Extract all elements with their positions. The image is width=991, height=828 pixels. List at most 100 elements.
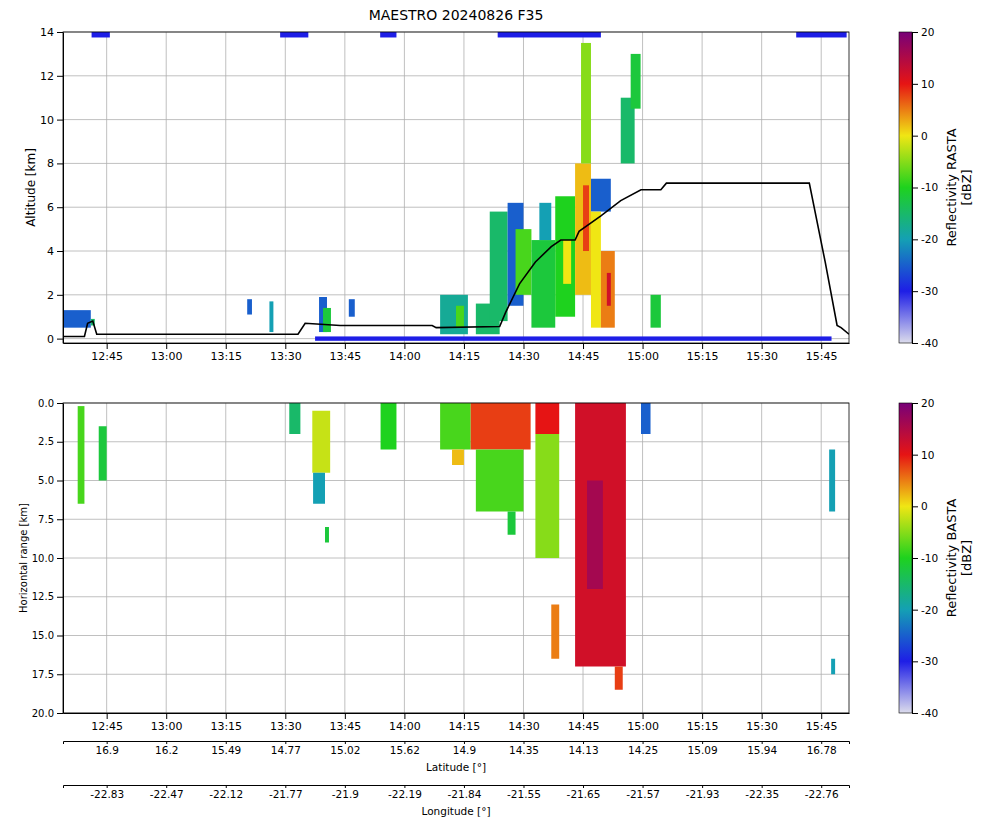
tick-label: 10.0	[32, 553, 54, 564]
tick: 20	[912, 397, 934, 409]
tick: 20.0	[32, 708, 63, 719]
tick-label: 12:45	[91, 720, 123, 733]
tick-mark	[57, 674, 63, 675]
axis: 12:4513:0013:1513:3013:4514:0014:1514:30…	[64, 343, 850, 363]
cell	[535, 434, 559, 558]
figure: MAESTRO 20240826 F3512:4513:0013:1513:30…	[0, 0, 991, 828]
tick-mark	[57, 713, 63, 714]
tick-label: 14.35	[509, 744, 539, 756]
grid-line	[63, 674, 849, 675]
tick: 13:00	[151, 343, 183, 363]
grid-line	[761, 32, 762, 343]
cell	[516, 229, 532, 295]
colorbar-title: Reflectivity RASTA[dBZ]	[944, 128, 974, 246]
plot-frame	[63, 403, 849, 713]
tick: 2	[47, 289, 63, 302]
tick: 12.5	[32, 591, 63, 602]
tick-mark	[107, 343, 108, 349]
tick: -10	[912, 181, 938, 193]
tick-label: 14:00	[389, 350, 421, 363]
tick-mark	[166, 713, 167, 719]
tick-label: 14:45	[568, 720, 600, 733]
tick: -30	[912, 285, 938, 297]
flight-altitude	[63, 183, 849, 336]
tick: 7.5	[38, 514, 63, 525]
tick-label: 13:15	[210, 350, 242, 363]
axis: -40-30-20-1001020	[912, 26, 938, 349]
tick: 16.2	[155, 741, 178, 756]
tick-mark	[404, 343, 405, 349]
tick-label: 8	[47, 157, 54, 170]
tick: -21.84	[448, 785, 482, 800]
tick-mark	[57, 481, 63, 482]
cell	[313, 473, 325, 504]
tick-label: -10	[921, 552, 938, 564]
tick: 13:45	[329, 343, 361, 363]
tick-mark	[226, 343, 227, 349]
tick: 15.0	[32, 630, 63, 641]
grid-line	[821, 32, 822, 343]
tick-mark	[912, 506, 918, 507]
tick: 13:15	[210, 713, 242, 733]
cell	[280, 32, 308, 37]
grid-line	[344, 32, 345, 343]
tick-label: -21.57	[626, 788, 660, 800]
cell	[607, 273, 611, 306]
tick-label: 0	[47, 333, 54, 346]
tick-label: 13:00	[151, 720, 183, 733]
grid-line	[702, 32, 703, 343]
tick-label: 14:30	[508, 350, 540, 363]
tick-label: 14	[40, 26, 54, 39]
tick-label: 0	[921, 500, 928, 512]
tick: 2.5	[38, 436, 63, 447]
cell	[269, 301, 273, 332]
axis: 12:4513:0013:1513:3013:4514:0014:1514:30…	[64, 713, 850, 733]
grid-line	[63, 519, 849, 520]
grid-line	[404, 32, 405, 343]
tick: -22.47	[150, 785, 184, 800]
tick: 10	[40, 114, 63, 127]
cell	[641, 403, 651, 434]
tick-label: 15:15	[687, 350, 719, 363]
grid-line	[63, 635, 849, 636]
tick: 14:15	[449, 343, 481, 363]
tick-mark	[912, 713, 918, 714]
tick-mark	[57, 32, 63, 33]
tick-mark	[643, 713, 644, 719]
tick: -21.77	[269, 785, 303, 800]
tick-label: 12.5	[32, 591, 54, 602]
cell	[247, 299, 252, 314]
tick: 14.77	[271, 741, 301, 756]
tick-label: -21.55	[507, 788, 541, 800]
cell	[323, 308, 331, 332]
tick: 14:45	[568, 343, 600, 363]
tick-label: 20.0	[32, 708, 54, 719]
tick-mark	[912, 455, 918, 456]
cell	[581, 43, 591, 163]
tick-label: 14.13	[568, 744, 598, 756]
axis: 0.02.55.07.510.012.515.017.520.0	[32, 398, 64, 719]
tick-label: 13:45	[329, 720, 361, 733]
tick: -30	[912, 655, 938, 667]
tick-mark	[912, 84, 918, 85]
tick-label: 15.94	[747, 744, 777, 756]
tick: -22.12	[209, 785, 243, 800]
grid-line	[63, 480, 849, 481]
plot-area	[63, 32, 849, 341]
tick: 16.78	[807, 741, 837, 756]
tick: 0.0	[38, 398, 63, 409]
cell	[535, 403, 559, 434]
axis-line	[64, 343, 850, 344]
tick: 20	[912, 26, 934, 38]
grid-line	[63, 163, 849, 164]
tick: 13:45	[329, 713, 361, 733]
cell	[380, 32, 396, 37]
tick-label: 2.5	[38, 436, 54, 447]
tick-mark	[57, 295, 63, 296]
tick: -21.9	[332, 785, 359, 800]
tick-label: -22.83	[90, 788, 124, 800]
grid-line	[285, 32, 286, 343]
tick-mark	[762, 713, 763, 719]
cell	[325, 527, 329, 543]
tick-mark	[912, 291, 918, 292]
